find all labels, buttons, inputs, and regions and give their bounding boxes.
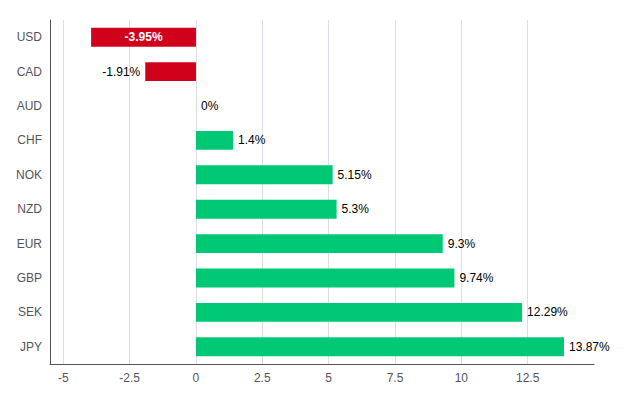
svg-text:9.3%: 9.3% [448,237,476,251]
svg-text:SEK: SEK [18,305,42,319]
svg-text:7.5: 7.5 [387,371,404,385]
svg-text:AUD: AUD [17,99,43,113]
svg-text:-5: -5 [58,371,69,385]
svg-text:12.5: 12.5 [516,371,540,385]
svg-text:13.87%: 13.87% [569,340,610,354]
svg-text:GBP: GBP [17,271,42,285]
svg-text:9.74%: 9.74% [459,271,493,285]
svg-text:-1.91%: -1.91% [102,65,140,79]
svg-text:JPY: JPY [20,340,42,354]
svg-text:-2.5: -2.5 [119,371,140,385]
svg-text:NZD: NZD [17,202,42,216]
svg-text:NOK: NOK [16,168,42,182]
svg-text:-3.95%: -3.95% [125,30,163,44]
svg-text:CAD: CAD [17,65,43,79]
svg-text:USD: USD [17,30,43,44]
svg-text:1.4%: 1.4% [238,133,266,147]
svg-text:12.29%: 12.29% [527,305,568,319]
svg-text:0: 0 [193,371,200,385]
svg-text:EUR: EUR [17,237,43,251]
svg-text:10: 10 [455,371,469,385]
svg-text:5: 5 [325,371,332,385]
svg-text:2.5: 2.5 [254,371,271,385]
svg-text:CHF: CHF [17,133,42,147]
svg-text:5.15%: 5.15% [338,168,372,182]
svg-text:5.3%: 5.3% [342,202,370,216]
svg-text:0%: 0% [201,99,219,113]
